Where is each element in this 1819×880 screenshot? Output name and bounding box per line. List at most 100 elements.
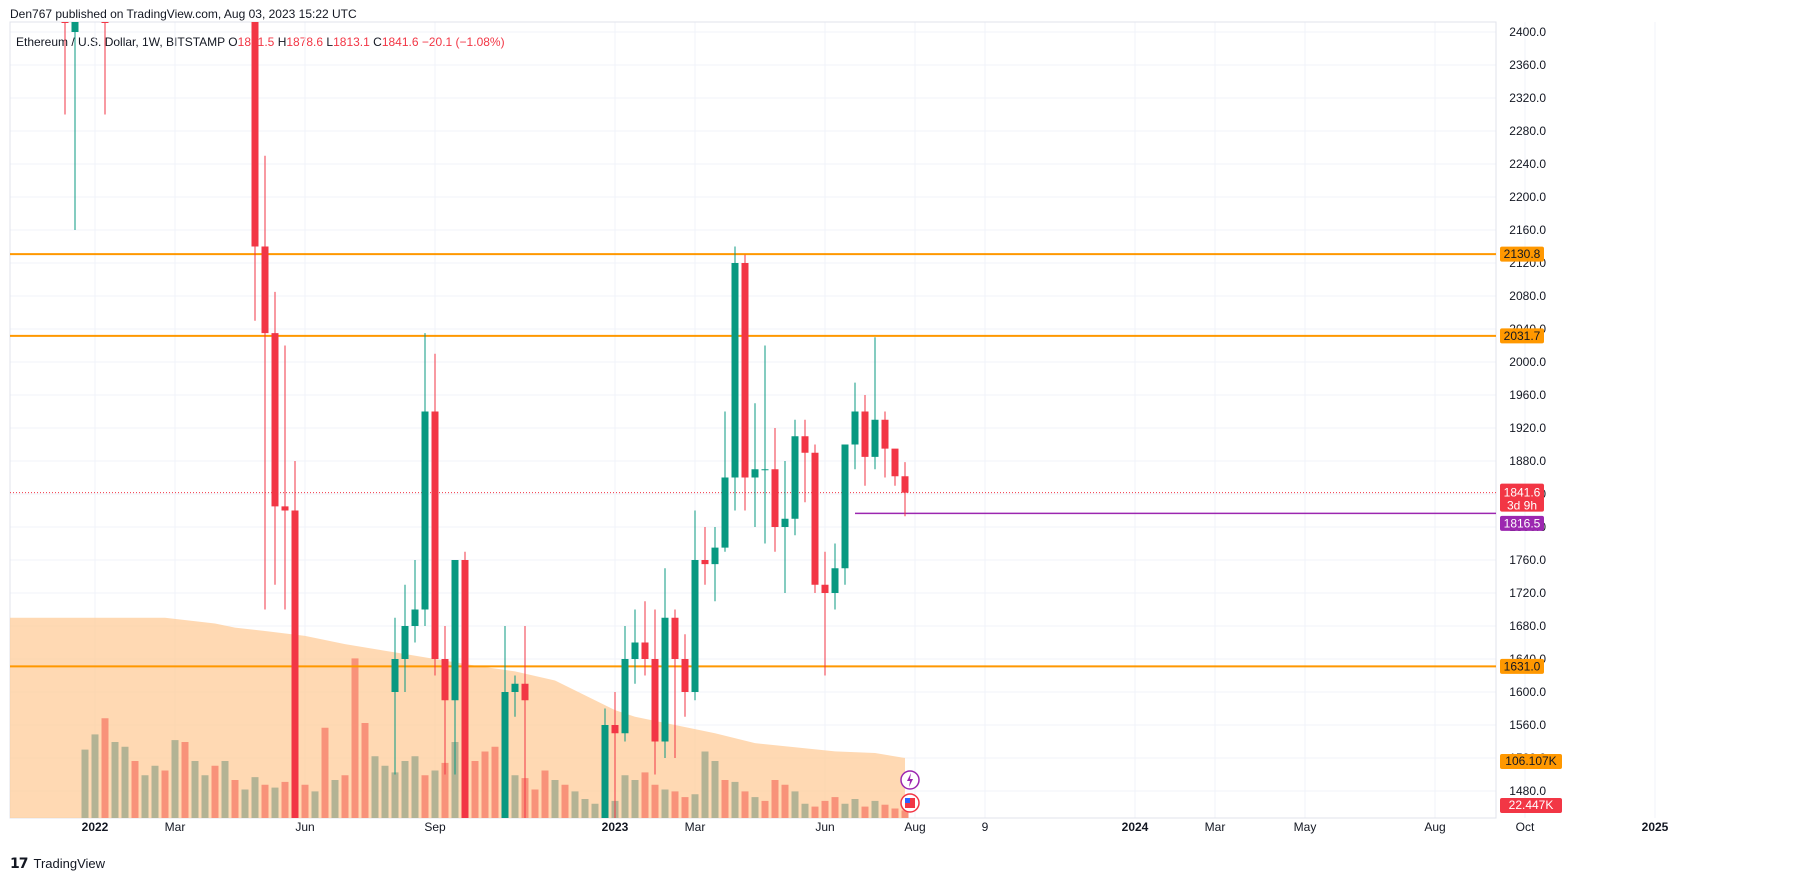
level-price-tag-bg <box>1500 658 1544 674</box>
price-tick-label: 1760.0 <box>1509 553 1546 567</box>
price-tick-label: 2400.0 <box>1509 25 1546 39</box>
event-icons <box>900 770 920 813</box>
candle-body <box>741 263 749 478</box>
symbol-name: Ethereum / U.S. Dollar, 1W, BITSTAMP <box>16 35 225 49</box>
candle-body <box>281 506 289 511</box>
volume-current-tag-bg <box>1500 798 1562 813</box>
price-axis: 2400.0 2360.0 2320.0 2280.0 2240.0 2200.0 2160… <box>1509 25 1546 798</box>
candle-body <box>71 22 79 32</box>
price-tick-label: 1680.0 <box>1509 619 1546 633</box>
tradingview-footer[interactable]: 𝟭𝟳 TradingView <box>10 855 105 872</box>
volume-bar <box>101 718 109 818</box>
candle-body <box>651 659 659 742</box>
last-price-tag-bg <box>1500 483 1544 512</box>
price-tick-label: 2240.0 <box>1509 157 1546 171</box>
volume-bar <box>831 797 839 818</box>
level-price-tag-bg <box>1500 328 1544 344</box>
volume-bar <box>361 723 369 818</box>
candle-body <box>621 659 629 734</box>
candle-body <box>421 411 429 610</box>
volume-bar <box>811 806 819 818</box>
volume-bar <box>351 658 359 818</box>
volume-bar <box>401 761 409 818</box>
price-tick-label: 2280.0 <box>1509 124 1546 138</box>
time-tick-label: Mar <box>1205 820 1226 834</box>
price-tick-label: 2080.0 <box>1509 289 1546 303</box>
candle-body <box>501 692 509 818</box>
candle-body <box>711 547 719 565</box>
candle-body <box>431 411 439 659</box>
price-tick-label: 2200.0 <box>1509 190 1546 204</box>
candle-body <box>661 617 669 742</box>
volume-bar <box>711 761 719 818</box>
candle-body <box>871 419 879 457</box>
candle-body <box>251 22 259 247</box>
volume-bar <box>871 800 879 818</box>
time-tick-label: Aug <box>904 820 925 834</box>
volume-bar <box>111 742 119 818</box>
volume-bar <box>411 756 419 818</box>
candle-body <box>671 617 679 659</box>
volume-bar <box>801 803 809 818</box>
time-tick-label: Mar <box>165 820 186 834</box>
candle-body <box>901 476 909 493</box>
volume-bar <box>781 784 789 818</box>
low-value: 1813.1 <box>333 35 370 49</box>
low-label: L <box>326 35 334 49</box>
volume-bars <box>81 658 909 818</box>
volume-bar <box>261 784 269 818</box>
volume-bar <box>661 789 669 818</box>
candle-body <box>761 469 769 471</box>
level-price-tag-bg <box>1500 246 1544 262</box>
volume-bar <box>761 800 769 818</box>
volume-bar <box>491 746 499 818</box>
volume-bar <box>531 789 539 818</box>
volume-avg-tag: 106.107K <box>1505 754 1556 768</box>
volume-bar <box>571 791 579 818</box>
volume-bar <box>441 762 449 818</box>
high-label: H <box>277 35 287 49</box>
time-tick-label: Jun <box>295 820 314 834</box>
candle-body <box>821 584 829 593</box>
volume-bar <box>891 808 899 818</box>
volume-bar <box>591 803 599 818</box>
time-tick-label: Oct <box>1516 820 1535 834</box>
volume-bar <box>81 749 89 818</box>
volume-bar <box>391 772 399 818</box>
volume-bar <box>561 784 569 818</box>
price-tick-label: 1480.0 <box>1509 784 1546 798</box>
price-tick-label: 1600.0 <box>1509 685 1546 699</box>
volume-bar <box>271 787 279 818</box>
volume-bar <box>621 775 629 818</box>
price-tags: 2130.8 2031.7 1631.0 1841.63d 9h 1816.5 106.1… <box>1500 246 1562 813</box>
candlesticks <box>61 22 909 818</box>
candle-body <box>61 22 69 23</box>
candle-body <box>881 419 889 449</box>
price-tick-label: 2360.0 <box>1509 58 1546 72</box>
volume-bar <box>751 797 759 818</box>
volume-bar <box>861 806 869 818</box>
candle-body <box>861 411 869 457</box>
volume-bar <box>851 799 859 818</box>
level-price-tag: 1631.0 <box>1504 659 1541 673</box>
time-tick-label: 2024 <box>1122 820 1149 834</box>
time-tick-label: Sep <box>424 820 446 834</box>
candle-body <box>601 725 609 818</box>
volume-bar <box>631 780 639 818</box>
volume-bar <box>771 780 779 818</box>
volume-bar <box>641 772 649 818</box>
candle-body <box>611 725 619 734</box>
price-tick-label: 2160.0 <box>1509 223 1546 237</box>
change-value: −20.1 (−1.08%) <box>421 35 505 49</box>
price-tick-label: 2000.0 <box>1509 355 1546 369</box>
volume-bar <box>741 791 749 818</box>
us-flag-canton <box>905 798 910 803</box>
candle-body <box>521 683 529 701</box>
volume-bar <box>281 781 289 818</box>
volume-bar <box>121 746 129 818</box>
volume-bar <box>721 780 729 818</box>
volume-bar <box>791 791 799 818</box>
volume-bar <box>421 775 429 818</box>
candle-body <box>771 469 779 527</box>
